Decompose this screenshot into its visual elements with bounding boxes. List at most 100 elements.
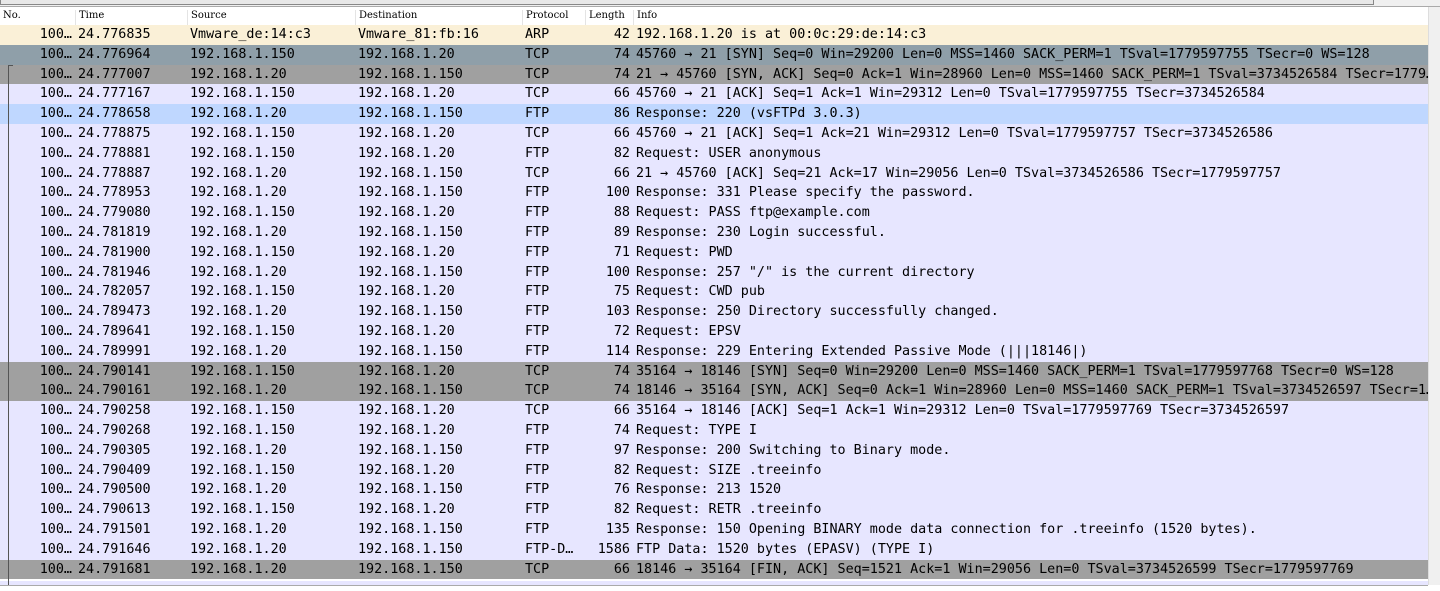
packet-row[interactable]: 100… 24.789991 192.168.1.20 192.168.1.150 FT… xyxy=(0,341,1428,362)
filter-input-edge[interactable] xyxy=(0,0,1374,5)
packet-number: 100… xyxy=(39,125,72,141)
column-header-length[interactable]: Length xyxy=(585,10,633,25)
packet-time: 24.782057 xyxy=(78,284,151,300)
packet-source: 192.168.1.150 xyxy=(190,403,295,419)
packet-protocol: FTP xyxy=(525,343,550,359)
packet-source: 192.168.1.20 xyxy=(190,482,287,498)
packet-row[interactable]: 100… 24.778953 192.168.1.20 192.168.1.150 FT… xyxy=(0,183,1428,204)
packet-row[interactable]: 100… 24.778881 192.168.1.150 192.168.1.20 FT… xyxy=(0,143,1428,164)
packet-row[interactable]: 100… 24.791681 192.168.1.20 192.168.1.150 TC… xyxy=(0,559,1428,580)
packet-number: 100… xyxy=(39,244,72,260)
packet-number: 100… xyxy=(39,145,72,161)
packet-source: 192.168.1.20 xyxy=(190,304,287,320)
packet-destination: 192.168.1.150 xyxy=(358,106,463,122)
packet-row[interactable]: 100… 24.789473 192.168.1.20 192.168.1.150 FT… xyxy=(0,302,1428,322)
packet-row[interactable]: 100… 24.776964 192.168.1.150 192.168.1.20 TC… xyxy=(0,44,1428,65)
packet-time: 24.778875 xyxy=(78,125,151,141)
packet-row[interactable]: 100… 24.791501 192.168.1.20 192.168.1.150 FT… xyxy=(0,519,1428,540)
packet-row[interactable]: 100… 24.789641 192.168.1.150 192.168.1.20 FT… xyxy=(0,321,1428,342)
packet-time: 24.779080 xyxy=(78,205,151,221)
packet-protocol: FTP xyxy=(525,442,550,458)
packet-info: 35164 → 18146 [SYN] Seq=0 Win=29200 Len=… xyxy=(636,363,1394,379)
related-packets-indicator xyxy=(8,65,13,585)
packet-length: 72 xyxy=(613,323,630,339)
packet-length: 74 xyxy=(613,46,630,62)
column-header-protocol[interactable]: Protocol xyxy=(522,10,585,25)
packet-number: 100… xyxy=(39,185,72,201)
packet-length: 66 xyxy=(613,86,630,102)
packet-destination: 192.168.1.20 xyxy=(358,462,455,478)
packet-protocol: FTP xyxy=(525,145,550,161)
packet-row[interactable]: 100… 24.781819 192.168.1.20 192.168.1.150 FT… xyxy=(0,222,1428,243)
packet-list[interactable]: No. Time Source Destination Protocol Len… xyxy=(0,7,1428,586)
packet-length: 82 xyxy=(613,145,630,161)
packet-row[interactable]: 100… 24.777167 192.168.1.150 192.168.1.20 TC… xyxy=(0,84,1428,105)
packet-length: 74 xyxy=(613,363,630,379)
packet-time: 24.781900 xyxy=(78,244,151,260)
packet-time: 24.777007 xyxy=(78,66,151,82)
packet-info: 45760 → 21 [ACK] Seq=1 Ack=21 Win=29312 … xyxy=(636,125,1273,141)
packet-length: 82 xyxy=(613,502,630,518)
packet-length: 82 xyxy=(613,462,630,478)
packet-number: 100… xyxy=(39,205,72,221)
packet-number: 100… xyxy=(39,264,72,280)
packet-row[interactable]: 100… 24.790305 192.168.1.20 192.168.1.150 FT… xyxy=(0,440,1428,461)
packet-time: 24.789641 xyxy=(78,323,151,339)
column-header-time[interactable]: Time xyxy=(75,10,187,25)
packet-row[interactable]: 100… 24.790258 192.168.1.150 192.168.1.20 TC… xyxy=(0,401,1428,421)
packet-row-selected[interactable]: 100… 24.778658 192.168.1.20 192.168.1.150 FT… xyxy=(0,104,1428,124)
packet-row[interactable]: 100… 24.790141 192.168.1.150 192.168.1.20 TC… xyxy=(0,361,1428,382)
packet-source: 192.168.1.20 xyxy=(190,383,287,399)
column-header-source[interactable]: Source xyxy=(187,10,355,25)
packet-number: 100… xyxy=(39,422,72,438)
packet-info: Request: RETR .treeinfo xyxy=(636,502,822,518)
packet-source: 192.168.1.150 xyxy=(190,244,295,260)
packet-destination: 192.168.1.20 xyxy=(358,403,455,419)
column-header-info[interactable]: Info xyxy=(633,10,1428,25)
packet-time: 24.790161 xyxy=(78,383,151,399)
packet-row[interactable]: 100… 24.790268 192.168.1.150 192.168.1.20 FT… xyxy=(0,420,1428,441)
packet-row-partial[interactable] xyxy=(0,581,1428,585)
packet-row[interactable]: 100… 24.781900 192.168.1.150 192.168.1.20 FT… xyxy=(0,242,1428,263)
packet-row[interactable]: 100… 24.776835 Vmware_de:14:c3 Vmware_81:fb… xyxy=(0,25,1428,45)
packet-row[interactable]: 100… 24.790500 192.168.1.20 192.168.1.150 FT… xyxy=(0,480,1428,501)
packet-row[interactable]: 100… 24.790613 192.168.1.150 192.168.1.20 FT… xyxy=(0,500,1428,520)
packet-source: 192.168.1.150 xyxy=(190,323,295,339)
column-header-destination[interactable]: Destination xyxy=(355,10,522,25)
packet-destination: 192.168.1.20 xyxy=(358,244,455,260)
packet-row[interactable]: 100… 24.779080 192.168.1.150 192.168.1.20 FT… xyxy=(0,203,1428,223)
packet-destination: 192.168.1.150 xyxy=(358,521,463,537)
packet-time: 24.778881 xyxy=(78,145,151,161)
packet-row[interactable]: 100… 24.790409 192.168.1.150 192.168.1.20 FT… xyxy=(0,460,1428,481)
packet-info: Request: PWD xyxy=(636,244,733,260)
packet-row[interactable]: 100… 24.782057 192.168.1.150 192.168.1.20 FT… xyxy=(0,282,1428,303)
packet-number: 100… xyxy=(39,46,72,62)
packet-row[interactable]: 100… 24.778887 192.168.1.20 192.168.1.150 TC… xyxy=(0,163,1428,184)
packet-protocol: FTP xyxy=(525,502,550,518)
packet-number: 100… xyxy=(39,66,72,82)
packet-protocol: TCP xyxy=(525,86,550,102)
packet-number: 100… xyxy=(39,561,72,577)
vertical-scrollbar[interactable] xyxy=(1428,7,1440,585)
packet-destination: 192.168.1.150 xyxy=(358,304,463,320)
packet-row[interactable]: 100… 24.781946 192.168.1.20 192.168.1.150 FT… xyxy=(0,262,1428,283)
packet-row[interactable]: 100… 24.790161 192.168.1.20 192.168.1.150 TC… xyxy=(0,381,1428,402)
packet-row[interactable]: 100… 24.777007 192.168.1.20 192.168.1.150 TC… xyxy=(0,64,1428,85)
packet-length: 100 xyxy=(605,185,630,201)
packet-source: 192.168.1.150 xyxy=(190,46,295,62)
packet-source: 192.168.1.150 xyxy=(190,502,295,518)
packet-info: Response: 331 Please specify the passwor… xyxy=(636,185,975,201)
column-header-no[interactable]: No. xyxy=(3,10,21,21)
packet-length: 74 xyxy=(613,383,630,399)
packet-number: 100… xyxy=(39,224,72,240)
packet-row[interactable]: 100… 24.778875 192.168.1.150 192.168.1.20 TC… xyxy=(0,123,1428,144)
packet-info: 192.168.1.20 is at 00:0c:29:de:14:c3 xyxy=(636,27,927,42)
packet-number: 100… xyxy=(39,502,72,518)
packet-row[interactable]: 100… 24.791646 192.168.1.20 192.168.1.150 FT… xyxy=(0,539,1428,560)
packet-number: 100… xyxy=(39,403,72,419)
packet-protocol: ARP xyxy=(525,27,550,42)
packet-protocol: TCP xyxy=(525,403,550,419)
packet-destination: 192.168.1.150 xyxy=(358,442,463,458)
packet-info: Request: TYPE I xyxy=(636,422,757,438)
packet-protocol: TCP xyxy=(525,125,550,141)
